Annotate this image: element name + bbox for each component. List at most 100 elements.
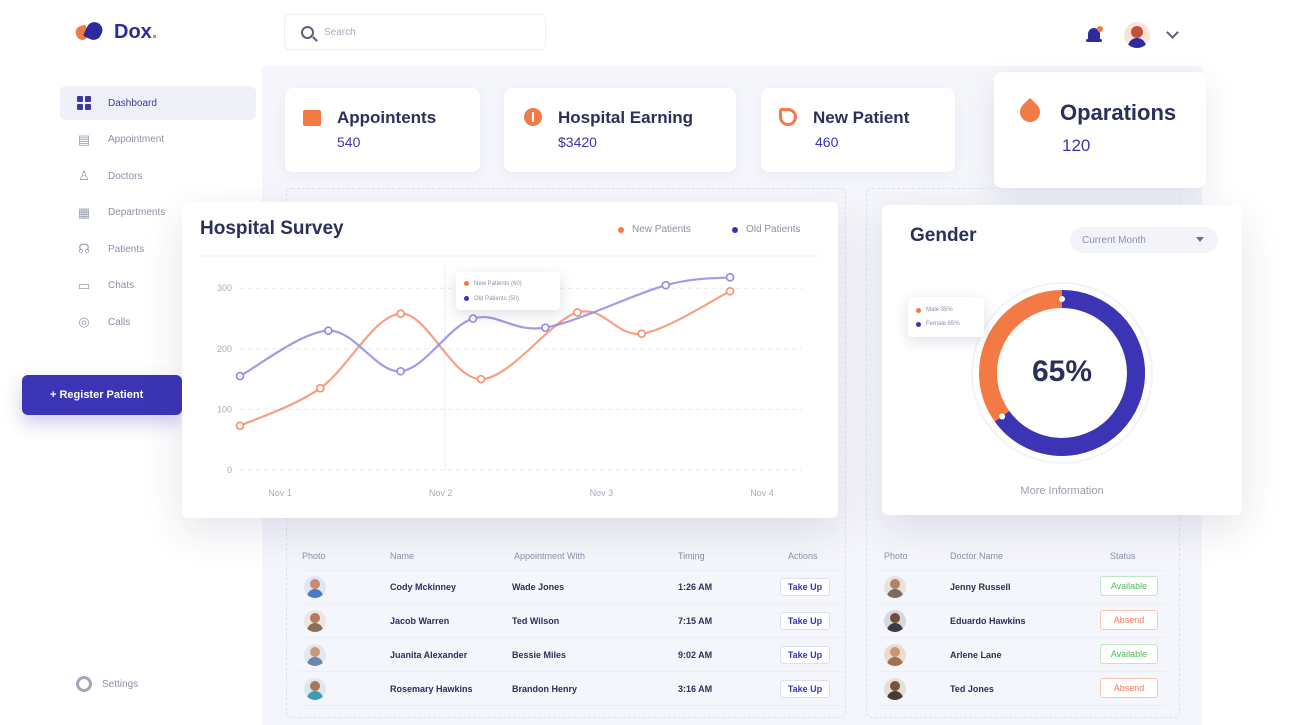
tooltip-dot-purple	[464, 296, 469, 301]
building-icon: ▦	[77, 204, 91, 220]
sidebar-item-label: Patients	[108, 243, 145, 255]
take-up-button[interactable]: Take Up	[780, 646, 830, 664]
old-patients-point	[725, 273, 735, 282]
sidebar-item-patients[interactable]: ☊ Patients	[60, 232, 256, 266]
stat-card-earning[interactable]: Hospital Earning $3420	[504, 88, 736, 172]
patient-name: Cody Mckinney	[390, 582, 457, 592]
row-divider	[300, 705, 840, 706]
calendar-icon	[303, 110, 321, 126]
stat-value: 540	[337, 134, 361, 150]
app-logo[interactable]: Dox.	[73, 19, 157, 44]
hand-icon	[779, 108, 797, 126]
old-patients-point	[324, 326, 333, 335]
legend-label: Old Patients	[746, 224, 801, 235]
stat-value: $3420	[558, 134, 597, 150]
sidebar-item-departments[interactable]: ▦ Departments	[60, 196, 256, 230]
sidebar-nav: Dashboard ▤ Appointment ♙ Doctors ▦ Depa…	[60, 86, 256, 342]
x-tick-label: Nov 1	[268, 488, 292, 498]
sidebar-item-chats[interactable]: ▭ Chats	[60, 269, 256, 303]
tooltip-dot-orange	[916, 307, 921, 313]
stat-card-appointments[interactable]: Appointents 540	[285, 88, 480, 172]
row-divider	[300, 671, 840, 672]
avatar	[884, 644, 906, 666]
phone-icon: ◎	[78, 314, 90, 329]
old-patients-point	[661, 280, 671, 290]
stat-value: 120	[1062, 136, 1091, 155]
timing: 9:02 AM	[678, 650, 713, 660]
sidebar-item-label: Calls	[108, 316, 131, 328]
sidebar-item-appointment[interactable]: ▤ Appointment	[60, 123, 256, 157]
gender-card: Gender Current Month Male 35% Female 65%…	[882, 205, 1242, 515]
tooltip-male: Male 35%	[926, 307, 953, 313]
sidebar-item-calls[interactable]: ◎ Calls	[60, 305, 256, 339]
take-up-button[interactable]: Take Up	[780, 680, 830, 698]
timing: 3:16 AM	[678, 684, 713, 694]
avatar	[304, 644, 326, 666]
patient-name: Jacob Warren	[390, 616, 450, 626]
tooltip-new: New Patients (60)	[474, 280, 522, 287]
row-divider	[880, 637, 1166, 638]
stat-card-new-patient[interactable]: New Patient 460	[761, 88, 955, 172]
legend-old-patients[interactable]: Old Patients	[732, 224, 800, 235]
status-badge: Absend	[1100, 678, 1158, 698]
hospital-survey-card: 0 100 200 300 Nov 1 Nov 2 Nov 3 Nov 4 Hospital …	[182, 202, 838, 518]
table-header-timing: Timing	[678, 551, 705, 561]
doctor-name: Arlene Lane	[950, 650, 1002, 660]
old-patients-point	[468, 314, 478, 323]
status-badge: Available	[1100, 576, 1158, 596]
stat-title: Appointents	[337, 108, 437, 127]
old-patients-point	[540, 323, 550, 332]
new-patients-point	[316, 383, 325, 393]
table-header-photo: Photo	[884, 551, 908, 561]
new-patients-point	[637, 329, 646, 338]
caret-down-icon	[1196, 237, 1204, 242]
row-divider	[300, 603, 840, 604]
avatar	[304, 610, 326, 632]
notification-bell-icon[interactable]	[1086, 26, 1103, 44]
period-select[interactable]: Current Month	[1070, 227, 1218, 253]
register-patient-button[interactable]: + Register Patient	[22, 375, 182, 415]
more-information-link[interactable]: More Information	[1020, 485, 1104, 497]
legend-new-patients[interactable]: New Patients	[618, 224, 691, 235]
new-patients-line	[239, 290, 731, 427]
row-divider	[300, 570, 840, 571]
patient-name: Rosemary Hawkins	[390, 684, 473, 694]
search-input[interactable]: Search	[284, 14, 546, 50]
patient-icon: ☊	[78, 241, 90, 256]
stat-title: Hospital Earning	[558, 108, 694, 127]
user-avatar[interactable]	[1124, 22, 1150, 48]
sidebar-item-dashboard[interactable]: Dashboard	[60, 86, 256, 120]
timing: 7:15 AM	[678, 616, 713, 626]
status-badge: Absend	[1100, 610, 1158, 630]
sidebar-item-doctors[interactable]: ♙ Doctors	[60, 159, 256, 193]
stat-card-operations[interactable]: Oparations 120	[994, 72, 1206, 188]
doctor-name: Brandon Henry	[512, 684, 578, 694]
x-tick-label: Nov 4	[750, 488, 774, 498]
segment-marker	[1059, 296, 1065, 302]
avatar	[304, 678, 326, 700]
sidebar-item-label: Appointment	[108, 134, 165, 145]
sidebar-item-label: Departments	[108, 207, 166, 218]
new-patients-point	[725, 286, 735, 296]
table-header-name: Name	[390, 551, 415, 561]
table-header-actions: Actions	[788, 551, 818, 561]
patient-name: Juanita Alexander	[390, 650, 468, 660]
tooltip-female: Female 65%	[926, 321, 960, 327]
status-badge: Available	[1100, 644, 1158, 664]
stat-value: 460	[815, 134, 839, 150]
tooltip-dot-orange	[464, 281, 469, 286]
gender-tooltip: Male 35% Female 65%	[908, 297, 984, 337]
doctor-name: Ted Wilson	[512, 616, 560, 626]
search-icon	[301, 25, 314, 39]
search-placeholder: Search	[324, 26, 356, 38]
doctor-name: Wade Jones	[512, 582, 565, 592]
settings-link[interactable]: Settings	[76, 676, 138, 692]
row-divider	[880, 570, 1166, 571]
take-up-button[interactable]: Take Up	[780, 612, 830, 630]
tooltip-old: Old Patients (50)	[474, 295, 520, 302]
take-up-button[interactable]: Take Up	[780, 578, 830, 596]
new-patients-point	[235, 421, 245, 431]
avatar	[304, 576, 326, 598]
survey-chart: 0 100 200 300 Nov 1 Nov 2 Nov 3 Nov 4	[200, 255, 820, 498]
y-tick-label: 300	[217, 283, 232, 293]
